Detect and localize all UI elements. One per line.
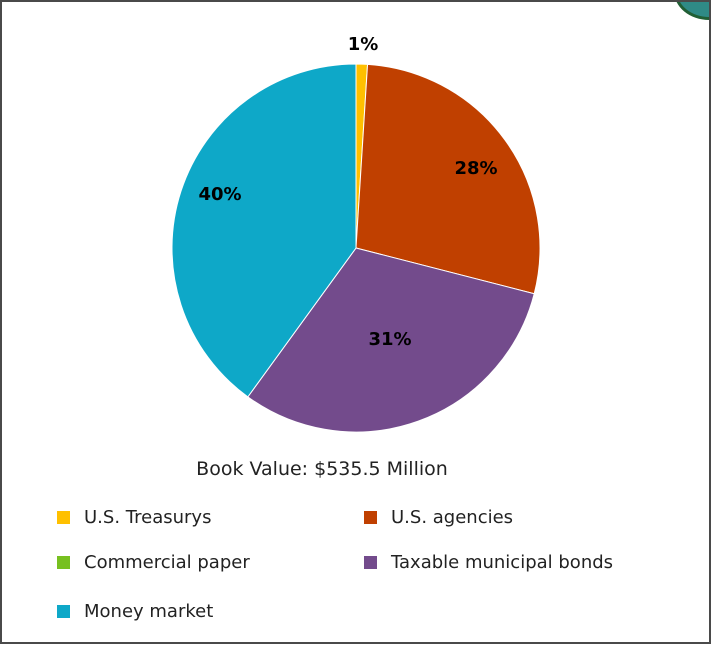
- legend-item-money-market: Money market: [57, 601, 213, 622]
- slice-label-us-treasurys: 1%: [348, 34, 379, 55]
- slice-label-money-market: 40%: [198, 184, 241, 205]
- legend-swatch-us-agencies: [364, 511, 377, 524]
- legend-label-us-agencies: U.S. agencies: [391, 507, 514, 528]
- legend-item-commercial-paper: Commercial paper: [57, 552, 250, 573]
- slice-label-us-agencies: 28%: [454, 158, 497, 179]
- pie-slice-u-s-agencies: [355, 63, 541, 295]
- legend-item-taxable-municipal-bonds: Taxable municipal bonds: [364, 552, 613, 573]
- legend-item-us-agencies: U.S. agencies: [364, 507, 513, 528]
- legend-swatch-taxable-municipal-bonds: [364, 556, 377, 569]
- legend-label-us-treasurys: U.S. Treasurys: [84, 507, 212, 528]
- chart-subtitle: Book Value: $535.5 Million: [196, 458, 448, 480]
- legend-swatch-money-market: [57, 605, 70, 618]
- pie-chart: 1% 28% 31% 40%: [171, 34, 541, 433]
- legend-item-us-treasurys: U.S. Treasurys: [57, 507, 211, 528]
- legend-swatch-us-treasurys: [57, 511, 70, 524]
- legend-label-money-market: Money market: [84, 601, 214, 622]
- pie-slices: [171, 63, 541, 433]
- slice-label-taxable-municipal-bonds: 31%: [368, 329, 411, 350]
- pie-slice-taxable-municipal-bonds: [247, 247, 535, 433]
- legend-label-commercial-paper: Commercial paper: [84, 552, 250, 573]
- pie-slice-labels: 1% 28% 31% 40%: [198, 34, 497, 350]
- legend-swatch-commercial-paper: [57, 556, 70, 569]
- pie-slice-money-market: [171, 63, 357, 398]
- legend-label-taxable-municipal-bonds: Taxable municipal bonds: [391, 552, 614, 573]
